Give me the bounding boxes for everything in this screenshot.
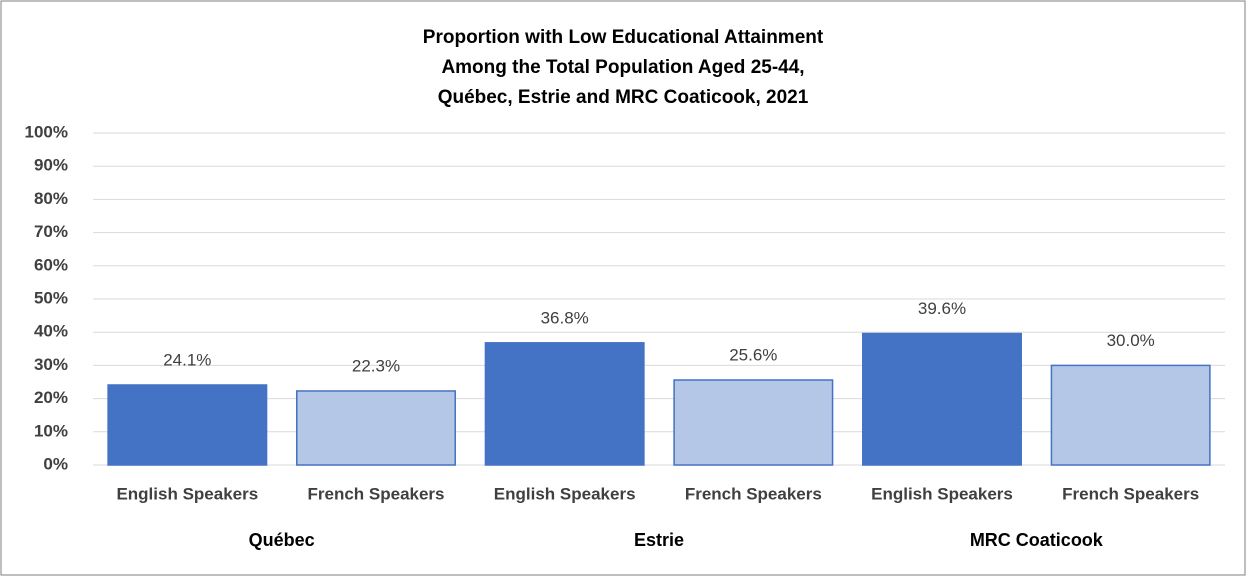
y-tick-label: 10% bbox=[34, 421, 68, 440]
chart-title: Proportion with Low Educational Attainme… bbox=[423, 27, 824, 48]
group-label: Québec bbox=[249, 530, 315, 550]
y-tick-label: 20% bbox=[34, 388, 68, 407]
y-tick-label: 100% bbox=[25, 122, 68, 141]
y-tick-label: 90% bbox=[34, 156, 68, 175]
y-tick-label: 70% bbox=[34, 222, 68, 241]
bar bbox=[862, 332, 1022, 466]
x-tick-label: English Speakers bbox=[116, 484, 258, 503]
y-tick-label: 50% bbox=[34, 288, 68, 307]
chart-title: Among the Total Population Aged 25-44, bbox=[441, 57, 804, 78]
x-tick-label: French Speakers bbox=[685, 484, 822, 503]
bar bbox=[673, 379, 834, 466]
data-label: 24.1% bbox=[163, 350, 211, 369]
y-tick-label: 80% bbox=[34, 189, 68, 208]
y-tick-label: 40% bbox=[34, 322, 68, 341]
y-tick-label: 0% bbox=[43, 454, 68, 473]
data-label: 36.8% bbox=[541, 308, 589, 327]
y-tick-label: 30% bbox=[34, 355, 68, 374]
bar bbox=[1050, 364, 1211, 466]
data-label: 25.6% bbox=[729, 345, 777, 364]
bar bbox=[107, 384, 268, 466]
x-tick-label: French Speakers bbox=[307, 484, 444, 503]
group-label: MRC Coaticook bbox=[970, 530, 1104, 550]
x-tick-label: English Speakers bbox=[494, 484, 636, 503]
x-tick-label: English Speakers bbox=[871, 484, 1013, 503]
group-label: Estrie bbox=[634, 530, 684, 550]
data-label: 30.0% bbox=[1107, 331, 1155, 350]
bar bbox=[484, 342, 645, 466]
data-label: 22.3% bbox=[352, 356, 400, 375]
bar bbox=[296, 390, 456, 466]
y-tick-label: 60% bbox=[34, 255, 68, 274]
chart-title: Québec, Estrie and MRC Coaticook, 2021 bbox=[438, 87, 809, 108]
data-label: 39.6% bbox=[918, 299, 966, 318]
x-tick-label: French Speakers bbox=[1062, 484, 1199, 503]
